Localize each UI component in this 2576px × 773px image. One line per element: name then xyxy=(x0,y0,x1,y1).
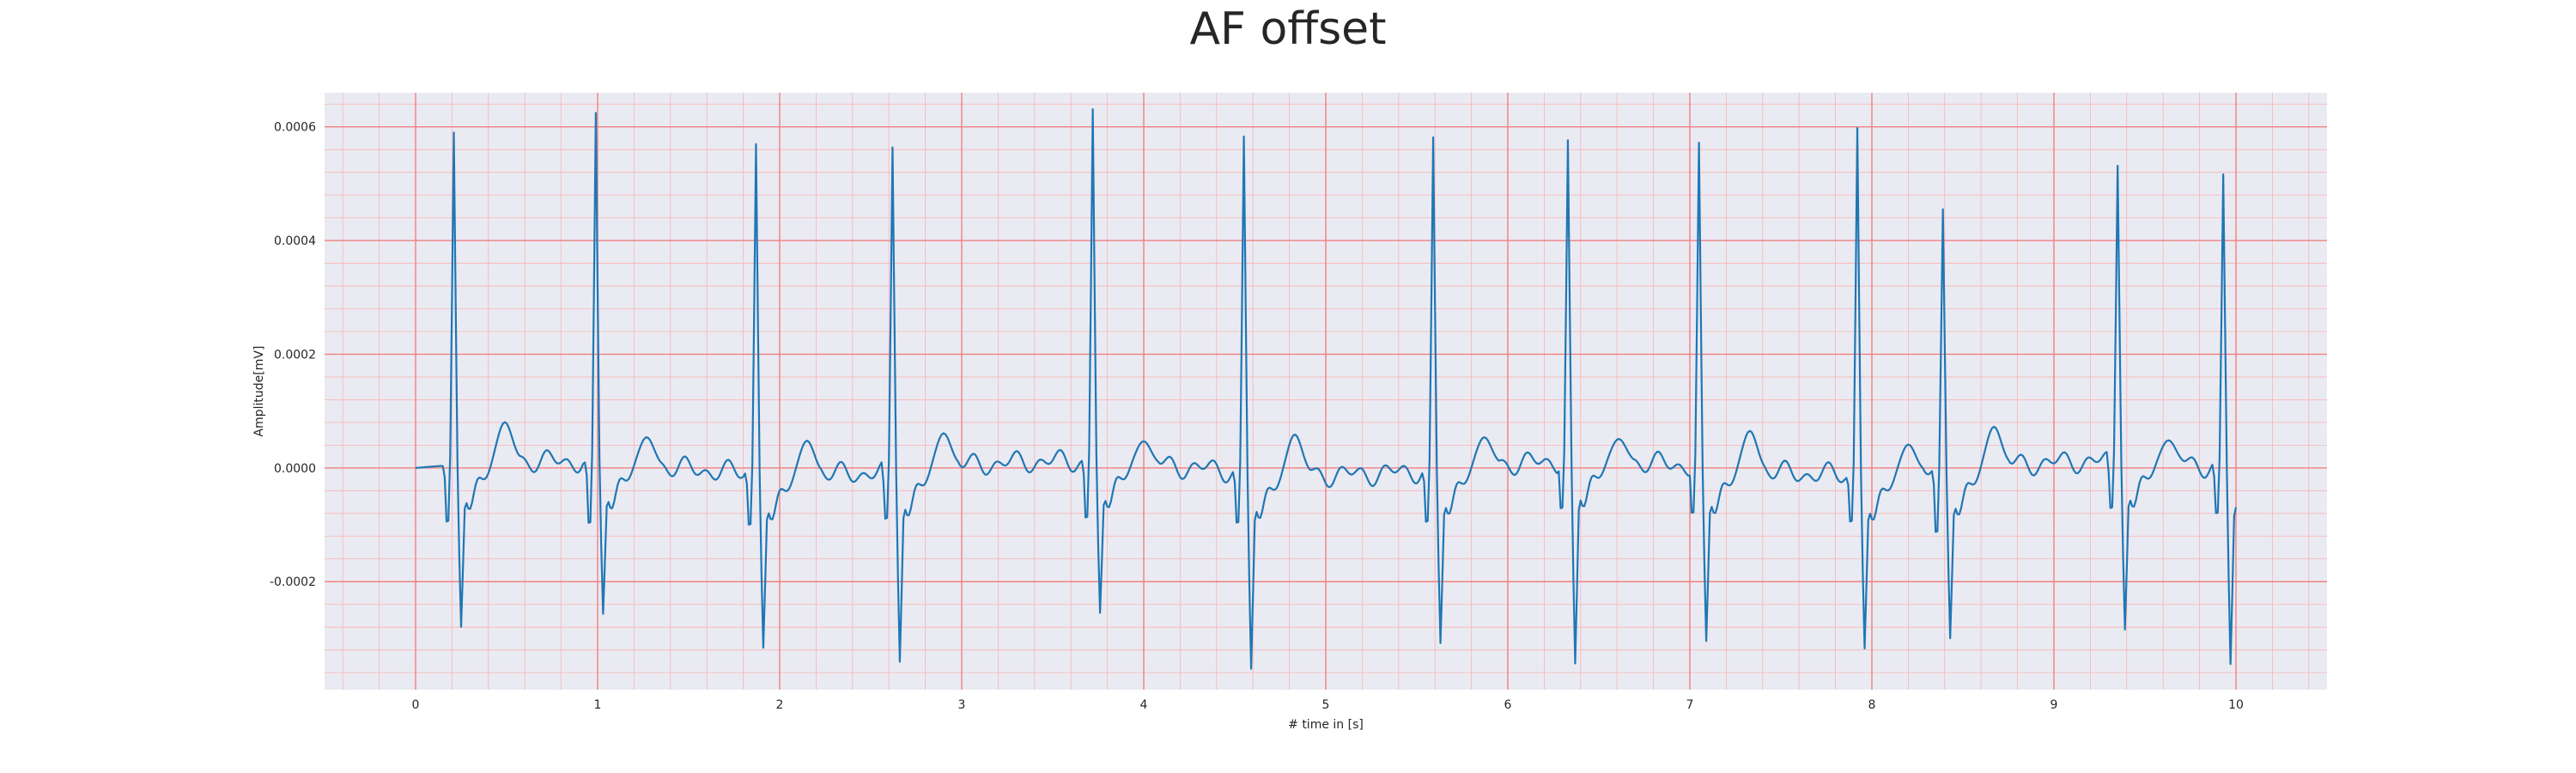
x-axis-label: # time in [s] xyxy=(1288,718,1364,732)
y-tick-label: -0.0002 xyxy=(270,575,316,589)
y-tick-label: 0.0000 xyxy=(274,462,316,476)
y-axis-label: Amplitude[mV] xyxy=(252,346,266,437)
y-tick-label: 0.0002 xyxy=(274,348,316,362)
x-tick-label: 1 xyxy=(594,698,602,712)
x-tick-label: 5 xyxy=(1322,698,1330,712)
ecg-signal-line xyxy=(415,108,2238,670)
x-tick-label: 7 xyxy=(1686,698,1694,712)
x-tick-label: 0 xyxy=(412,698,420,712)
y-tick-label: 0.0006 xyxy=(274,121,316,135)
x-tick-label: 8 xyxy=(1868,698,1876,712)
grid xyxy=(325,93,2327,690)
series-layer xyxy=(415,108,2238,670)
x-tick-label: 4 xyxy=(1140,698,1148,712)
x-tick-label: 2 xyxy=(776,698,784,712)
y-tick-label: 0.0004 xyxy=(274,234,316,248)
x-tick-label: 10 xyxy=(2228,698,2244,712)
x-tick-label: 3 xyxy=(958,698,966,712)
x-tick-label: 9 xyxy=(2050,698,2058,712)
tick-labels: 0 1 2 3 4 5 6 7 8 9 10 -0.0002 0.0000 0.0002 0.0004 0.0… xyxy=(270,121,2244,712)
chart-title: AF offset xyxy=(1189,3,1387,55)
x-tick-label: 6 xyxy=(1504,698,1512,712)
